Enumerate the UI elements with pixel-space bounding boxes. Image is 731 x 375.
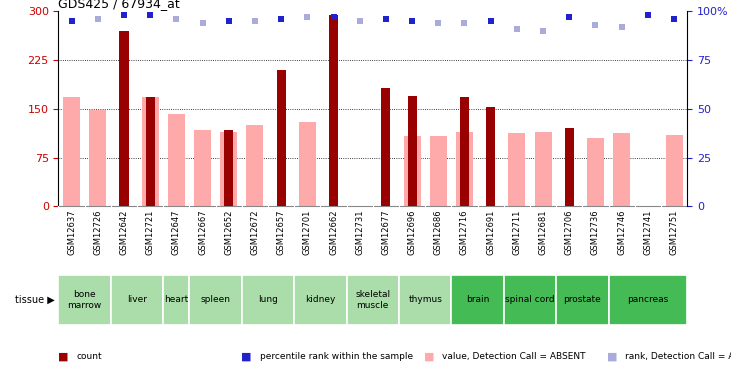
Bar	[276, 70, 286, 206]
Text: prostate: prostate	[564, 296, 601, 304]
Bar	[299, 122, 316, 206]
Text: kidney: kidney	[306, 296, 336, 304]
Text: lung: lung	[258, 296, 278, 304]
Text: count: count	[77, 352, 102, 361]
Text: GSM12637: GSM12637	[67, 210, 76, 255]
Text: GSM12741: GSM12741	[643, 210, 652, 255]
Text: GSM12647: GSM12647	[172, 210, 181, 255]
Text: GSM12706: GSM12706	[565, 210, 574, 255]
Bar	[220, 132, 238, 206]
Text: GSM12726: GSM12726	[94, 210, 102, 255]
Text: ■: ■	[58, 351, 69, 361]
Text: GSM12686: GSM12686	[433, 210, 443, 255]
Text: heart: heart	[164, 296, 189, 304]
Text: GSM12677: GSM12677	[382, 210, 390, 255]
Text: GSM12711: GSM12711	[512, 210, 521, 255]
Bar	[58, 275, 111, 325]
Text: GSM12746: GSM12746	[617, 210, 626, 255]
Bar	[89, 110, 106, 206]
Bar	[119, 31, 129, 206]
Text: brain: brain	[466, 296, 489, 304]
Text: GSM12657: GSM12657	[276, 210, 286, 255]
Text: rank, Detection Call = ABSENT: rank, Detection Call = ABSENT	[625, 352, 731, 361]
Bar	[382, 88, 390, 206]
Text: value, Detection Call = ABSENT: value, Detection Call = ABSENT	[442, 352, 586, 361]
Bar	[111, 275, 163, 325]
Bar	[189, 275, 242, 325]
Bar	[399, 275, 451, 325]
Text: skeletal
muscle: skeletal muscle	[355, 290, 390, 310]
Text: GSM12736: GSM12736	[591, 210, 600, 255]
Bar	[194, 129, 211, 206]
Bar	[63, 97, 80, 206]
Text: GSM12716: GSM12716	[460, 210, 469, 255]
Bar	[407, 96, 417, 206]
Text: ■: ■	[241, 351, 251, 361]
Text: GSM12652: GSM12652	[224, 210, 233, 255]
Bar	[508, 134, 526, 206]
Text: thymus: thymus	[408, 296, 442, 304]
Bar	[456, 132, 473, 206]
Text: GDS425 / 67934_at: GDS425 / 67934_at	[58, 0, 181, 10]
Bar	[564, 128, 574, 206]
Text: GSM12691: GSM12691	[486, 210, 495, 255]
Bar	[430, 136, 447, 206]
Bar	[460, 97, 469, 206]
Text: GSM12701: GSM12701	[303, 210, 312, 255]
Bar	[504, 275, 556, 325]
Text: spleen: spleen	[200, 296, 231, 304]
Bar	[613, 134, 630, 206]
Text: spinal cord: spinal cord	[505, 296, 555, 304]
Bar	[242, 275, 294, 325]
Text: percentile rank within the sample: percentile rank within the sample	[260, 352, 412, 361]
Bar	[329, 15, 338, 206]
Text: GSM12751: GSM12751	[670, 210, 678, 255]
Text: tissue ▶: tissue ▶	[15, 295, 55, 305]
Text: GSM12672: GSM12672	[251, 210, 260, 255]
Bar	[587, 138, 604, 206]
Text: ■: ■	[424, 351, 434, 361]
Text: bone
marrow: bone marrow	[67, 290, 102, 310]
Bar	[486, 108, 496, 206]
Text: GSM12721: GSM12721	[145, 210, 155, 255]
Bar	[142, 97, 159, 206]
Bar	[404, 136, 420, 206]
Text: GSM12731: GSM12731	[355, 210, 364, 255]
Text: GSM12642: GSM12642	[119, 210, 129, 255]
Bar	[168, 114, 185, 206]
Text: liver: liver	[127, 296, 147, 304]
Bar	[451, 275, 504, 325]
Bar	[246, 125, 263, 206]
Text: GSM12681: GSM12681	[539, 210, 548, 255]
Bar	[608, 275, 687, 325]
Text: GSM12667: GSM12667	[198, 210, 207, 255]
Bar	[665, 135, 683, 206]
Bar	[346, 275, 399, 325]
Text: pancreas: pancreas	[627, 296, 668, 304]
Text: ■: ■	[607, 351, 617, 361]
Bar	[145, 97, 155, 206]
Bar	[163, 275, 189, 325]
Text: GSM12662: GSM12662	[329, 210, 338, 255]
Text: GSM12696: GSM12696	[408, 210, 417, 255]
Bar	[556, 275, 608, 325]
Bar	[224, 129, 233, 206]
Bar	[294, 275, 346, 325]
Bar	[534, 132, 552, 206]
